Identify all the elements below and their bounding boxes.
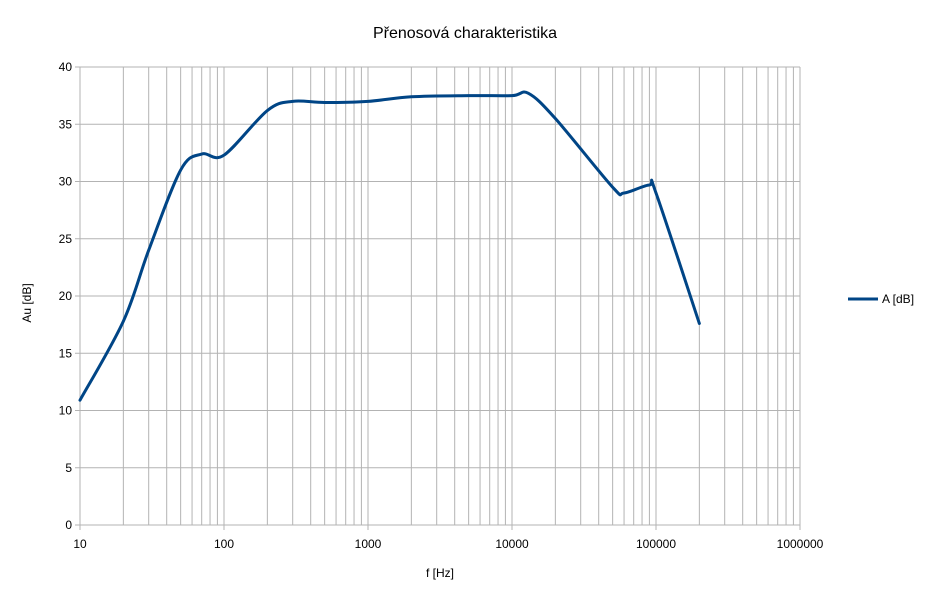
y-tick-label: 30 — [59, 175, 73, 189]
legend: A [dB] — [848, 292, 914, 306]
y-tick-label: 25 — [59, 232, 73, 246]
series-layer — [78, 90, 701, 402]
series-line — [78, 90, 701, 402]
y-tick-label: 0 — [65, 518, 72, 532]
x-tick-label: 100000 — [636, 537, 676, 551]
x-axis-title: f [Hz] — [426, 566, 454, 580]
chart-title: Přenosová charakteristika — [373, 25, 557, 42]
y-axis-title: Au [dB] — [20, 283, 34, 322]
x-tick-label: 1000000 — [777, 537, 824, 551]
grid — [79, 66, 801, 526]
x-tick-label: 10 — [73, 537, 87, 551]
y-tick-label: 35 — [59, 117, 73, 131]
axes: 0 5 10 15 20 25 30 35 40 10 100 1000 10000 100000 1000… — [59, 60, 824, 551]
y-tick-label: 40 — [59, 60, 73, 74]
x-tick-label: 100 — [214, 537, 234, 551]
y-tick-label: 20 — [59, 289, 73, 303]
y-tick-label: 5 — [65, 461, 72, 475]
y-tick-label: 10 — [59, 404, 73, 418]
legend-label: A [dB] — [882, 292, 914, 306]
x-tick-label: 1000 — [355, 537, 382, 551]
y-tick-label: 15 — [59, 346, 73, 360]
x-tick-label: 10000 — [495, 537, 529, 551]
